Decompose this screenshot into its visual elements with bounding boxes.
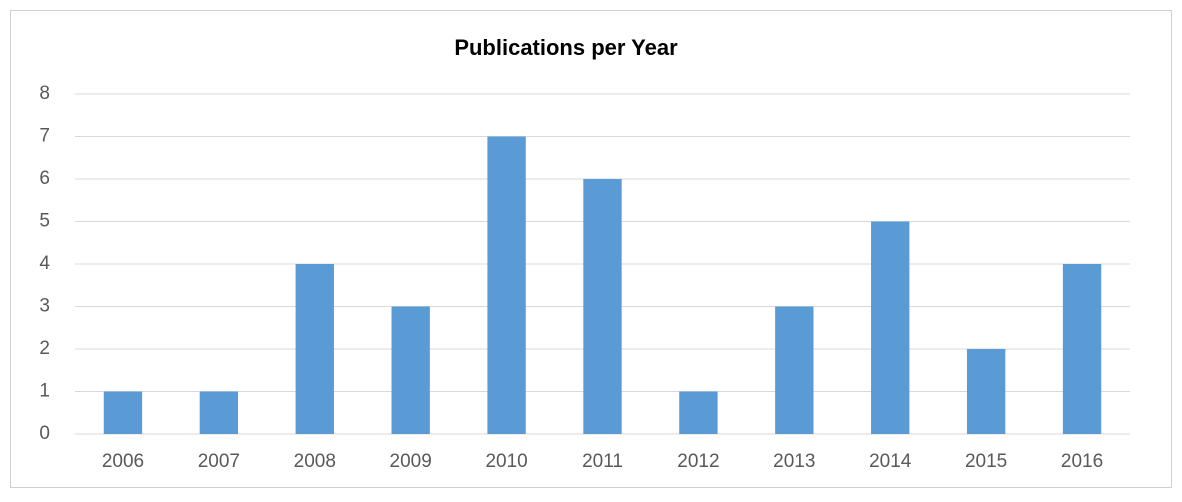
x-tick-label: 2010 bbox=[485, 451, 527, 472]
bar bbox=[775, 306, 814, 434]
x-tick-label: 2013 bbox=[773, 451, 815, 472]
x-tick-label: 2011 bbox=[582, 451, 623, 472]
bar bbox=[871, 221, 910, 434]
bar bbox=[583, 179, 622, 434]
bar bbox=[391, 306, 430, 434]
bar bbox=[679, 391, 718, 434]
x-tick-label: 2008 bbox=[294, 451, 336, 472]
bar bbox=[103, 391, 143, 434]
x-tick-label: 2014 bbox=[869, 451, 912, 472]
x-tick-label: 2016 bbox=[1061, 451, 1103, 472]
y-tick-label: 3 bbox=[39, 296, 50, 317]
y-tick-label: 1 bbox=[39, 381, 50, 402]
y-tick-label: 7 bbox=[39, 126, 50, 147]
bar bbox=[1062, 264, 1102, 434]
y-tick-label: 6 bbox=[39, 168, 50, 189]
x-tick-label: 2015 bbox=[965, 451, 1007, 472]
x-tick-label: 2007 bbox=[198, 451, 240, 472]
bar bbox=[487, 136, 526, 434]
bar bbox=[966, 349, 1006, 434]
x-tick-label: 2012 bbox=[677, 451, 719, 472]
y-tick-label: 5 bbox=[39, 211, 50, 232]
x-tick-label: 2006 bbox=[102, 451, 144, 472]
bar bbox=[199, 391, 239, 434]
y-tick-label: 2 bbox=[39, 338, 50, 359]
y-tick-label: 0 bbox=[39, 423, 50, 444]
y-tick-label: 8 bbox=[39, 83, 50, 104]
y-tick-label: 4 bbox=[39, 253, 50, 274]
bar bbox=[295, 264, 334, 434]
chart-title: Publications per Year bbox=[454, 35, 678, 60]
x-tick-label: 2009 bbox=[390, 451, 432, 472]
